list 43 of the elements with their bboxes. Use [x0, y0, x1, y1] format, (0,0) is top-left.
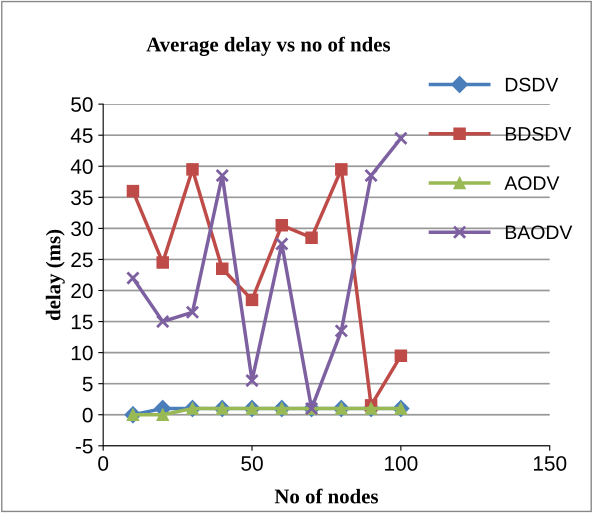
point [156, 408, 169, 421]
y-tick-label: 20 [71, 284, 93, 298]
y-tick-label: -5 [76, 439, 93, 454]
legend-label: BAODV [506, 225, 572, 240]
point [186, 305, 200, 320]
point [156, 256, 169, 269]
point [364, 168, 378, 183]
x-tick-label: 0 [98, 456, 108, 471]
y-tick-label: 0 [82, 408, 93, 422]
legend-label: DSDV [506, 78, 558, 92]
point [334, 324, 348, 338]
x-tick-label: 100 [385, 456, 418, 471]
y-tick-label: 25 [71, 252, 93, 268]
y-tick-label: 50 [71, 97, 93, 112]
point [246, 294, 258, 306]
legend-label: AODV [504, 176, 560, 190]
point [156, 314, 170, 329]
y-tick-label: 15 [72, 314, 93, 330]
point [126, 271, 140, 286]
point [335, 163, 348, 176]
point [186, 163, 199, 176]
point [394, 349, 408, 362]
y-tick-label: 45 [70, 128, 93, 143]
x-tick-label: 150 [534, 456, 566, 471]
point [274, 236, 289, 251]
chart-title: Average delay vs no of ndes [146, 36, 390, 56]
y-tick-label: 40 [70, 159, 93, 174]
point [394, 131, 408, 146]
point [276, 219, 288, 232]
point [245, 374, 259, 388]
point [364, 402, 378, 415]
y-tick-label: 5 [82, 376, 93, 392]
y-tick-label: 35 [71, 190, 93, 206]
y-tick-label: 30 [71, 221, 93, 236]
legend-label: BDSDV [506, 126, 572, 141]
y-axis-title: delay (ms) [46, 230, 65, 320]
x-tick-label: 50 [241, 456, 263, 471]
y-tick-label: 10 [72, 346, 93, 360]
point [215, 168, 230, 183]
point [126, 184, 140, 198]
point [216, 262, 229, 276]
x-axis-title: No of nodes [274, 488, 378, 504]
point [305, 231, 318, 244]
